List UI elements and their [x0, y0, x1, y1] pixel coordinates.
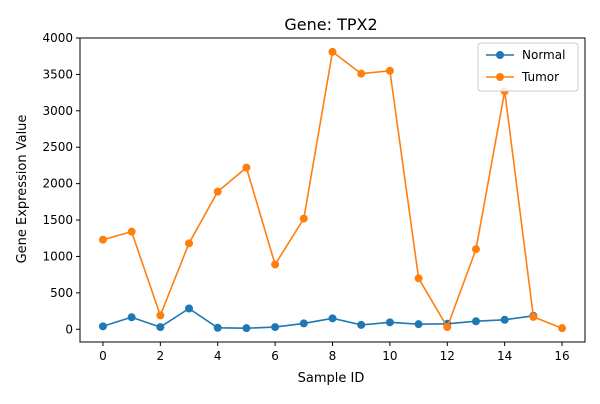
data-point-tumor: [299, 214, 308, 223]
data-point-normal: [98, 322, 107, 331]
y-tick-label: 2000: [42, 177, 73, 191]
data-point-tumor: [385, 66, 394, 75]
y-tick-label: 3500: [42, 67, 73, 81]
data-point-tumor: [529, 312, 538, 321]
data-point-normal: [185, 304, 194, 313]
data-point-normal: [500, 315, 509, 324]
data-point-tumor: [328, 47, 337, 56]
data-point-normal: [242, 324, 251, 333]
x-axis-label: Sample ID: [298, 371, 365, 386]
x-tick-label: 6: [271, 349, 279, 363]
legend: Normal Tumor: [477, 42, 579, 92]
x-tick-label: 12: [440, 349, 455, 363]
data-point-normal: [127, 313, 136, 322]
y-tick-label: 1000: [42, 249, 73, 263]
x-tick-label: 14: [497, 349, 512, 363]
data-point-tumor: [357, 69, 366, 78]
x-tick-label: 10: [382, 349, 397, 363]
series-line-tumor: [102, 50, 563, 329]
x-tick-label: 8: [329, 349, 337, 363]
data-point-normal: [414, 320, 423, 329]
data-point-tumor: [156, 311, 165, 320]
axes-layer: 0 2 4 6 8 10 12 14 16 0 500 1000 1500 2000 2500 3000 350…: [42, 31, 586, 363]
data-point-tumor: [271, 260, 280, 269]
data-point-normal: [328, 314, 337, 323]
legend-label-tumor: Tumor: [521, 70, 559, 84]
data-point-tumor: [471, 245, 480, 254]
x-tick-label: 16: [554, 349, 569, 363]
chart-title: Gene: TPX2: [284, 15, 377, 34]
data-point-tumor: [185, 239, 194, 248]
data-point-tumor: [242, 163, 251, 172]
data-point-tumor: [558, 324, 567, 333]
data-point-tumor: [443, 323, 452, 332]
data-point-tumor: [127, 227, 136, 236]
data-point-normal: [385, 318, 394, 327]
series-line-normal: [102, 307, 534, 330]
data-point-normal: [471, 317, 480, 326]
data-point-normal: [357, 320, 366, 329]
legend-label-normal: Normal: [522, 48, 565, 62]
y-tick-label: 2500: [42, 140, 73, 154]
legend-marker-tumor: [496, 73, 504, 81]
data-point-normal: [299, 319, 308, 328]
y-tick-label: 500: [50, 286, 73, 300]
marks-layer: [98, 47, 567, 333]
y-tick-label: 4000: [42, 31, 73, 45]
x-tick-label: 4: [214, 349, 222, 363]
data-point-tumor: [414, 274, 423, 283]
data-point-tumor: [98, 235, 107, 244]
data-point-tumor: [213, 187, 222, 196]
y-axis-label: Gene Expression Value: [15, 115, 30, 264]
data-point-normal: [271, 323, 280, 332]
legend-marker-normal: [496, 51, 504, 59]
x-tick-label: 2: [157, 349, 165, 363]
y-tick-label: 0: [65, 322, 73, 336]
data-point-normal: [213, 323, 222, 332]
y-tick-label: 3000: [42, 104, 73, 118]
data-point-normal: [156, 323, 165, 332]
x-tick-label: 0: [99, 349, 107, 363]
y-tick-label: 1500: [42, 213, 73, 227]
